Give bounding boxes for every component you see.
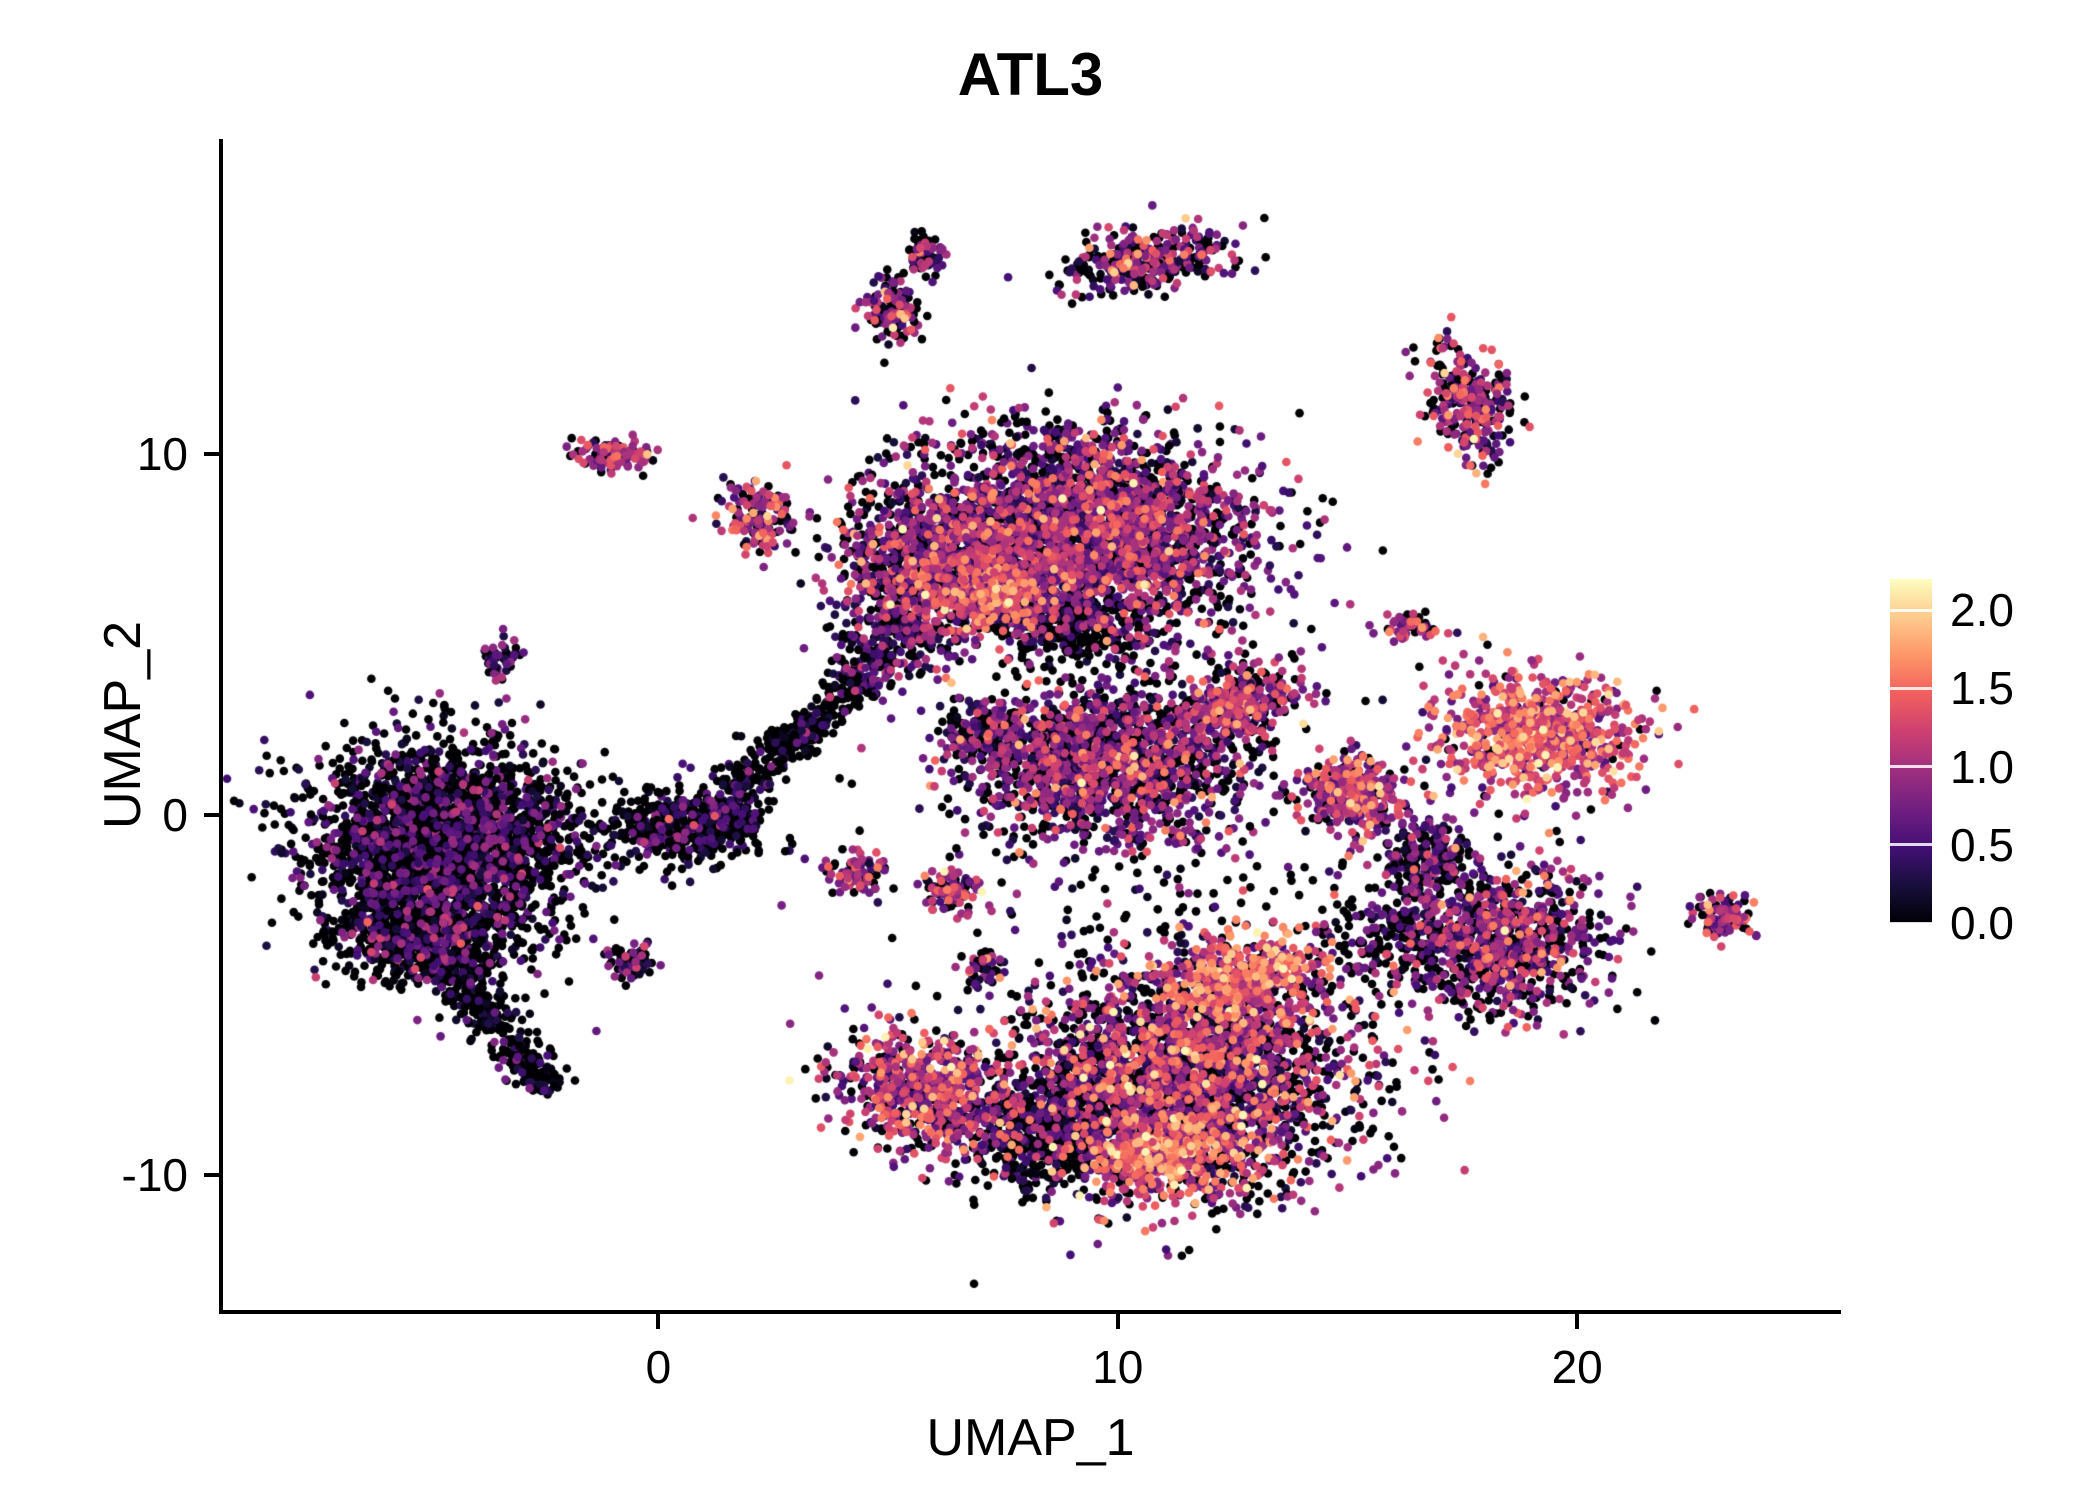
colorbar-tick-mark: [1890, 765, 1932, 769]
y-tick-label: -10: [121, 1148, 188, 1201]
colorbar-tick-mark: [1890, 686, 1932, 690]
x-tick-label: 20: [1551, 1341, 1603, 1393]
y-axis-line: [219, 139, 223, 1314]
y-tick-mark: [204, 812, 219, 817]
y-axis-label: UMAP_2: [94, 620, 153, 830]
x-tick-mark: [1575, 1314, 1580, 1329]
x-tick-label: 0: [645, 1341, 672, 1393]
y-tick-label: 10: [136, 428, 188, 481]
colorbar-tick-label: 1.5: [1950, 662, 2014, 715]
colorbar-tick-mark: [1890, 921, 1932, 925]
colorbar: [1890, 579, 1932, 923]
x-axis-line: [219, 1310, 1841, 1314]
y-tick-mark: [204, 1172, 219, 1177]
colorbar-tick-mark: [1890, 608, 1932, 612]
colorbar-tick-label: 1.0: [1950, 740, 2014, 793]
colorbar-tick-mark: [1890, 843, 1932, 847]
x-tick-mark: [656, 1314, 661, 1329]
x-axis-label: UMAP_1: [926, 1409, 1135, 1467]
x-tick-mark: [1115, 1314, 1120, 1329]
colorbar-tick-label: 2.0: [1950, 584, 2014, 637]
y-tick-mark: [204, 452, 219, 457]
y-tick-label: 0: [162, 788, 188, 841]
x-tick-label: 10: [1092, 1341, 1144, 1393]
colorbar-tick-label: 0.5: [1950, 818, 2014, 871]
colorbar-tick-label: 0.0: [1950, 897, 2014, 949]
